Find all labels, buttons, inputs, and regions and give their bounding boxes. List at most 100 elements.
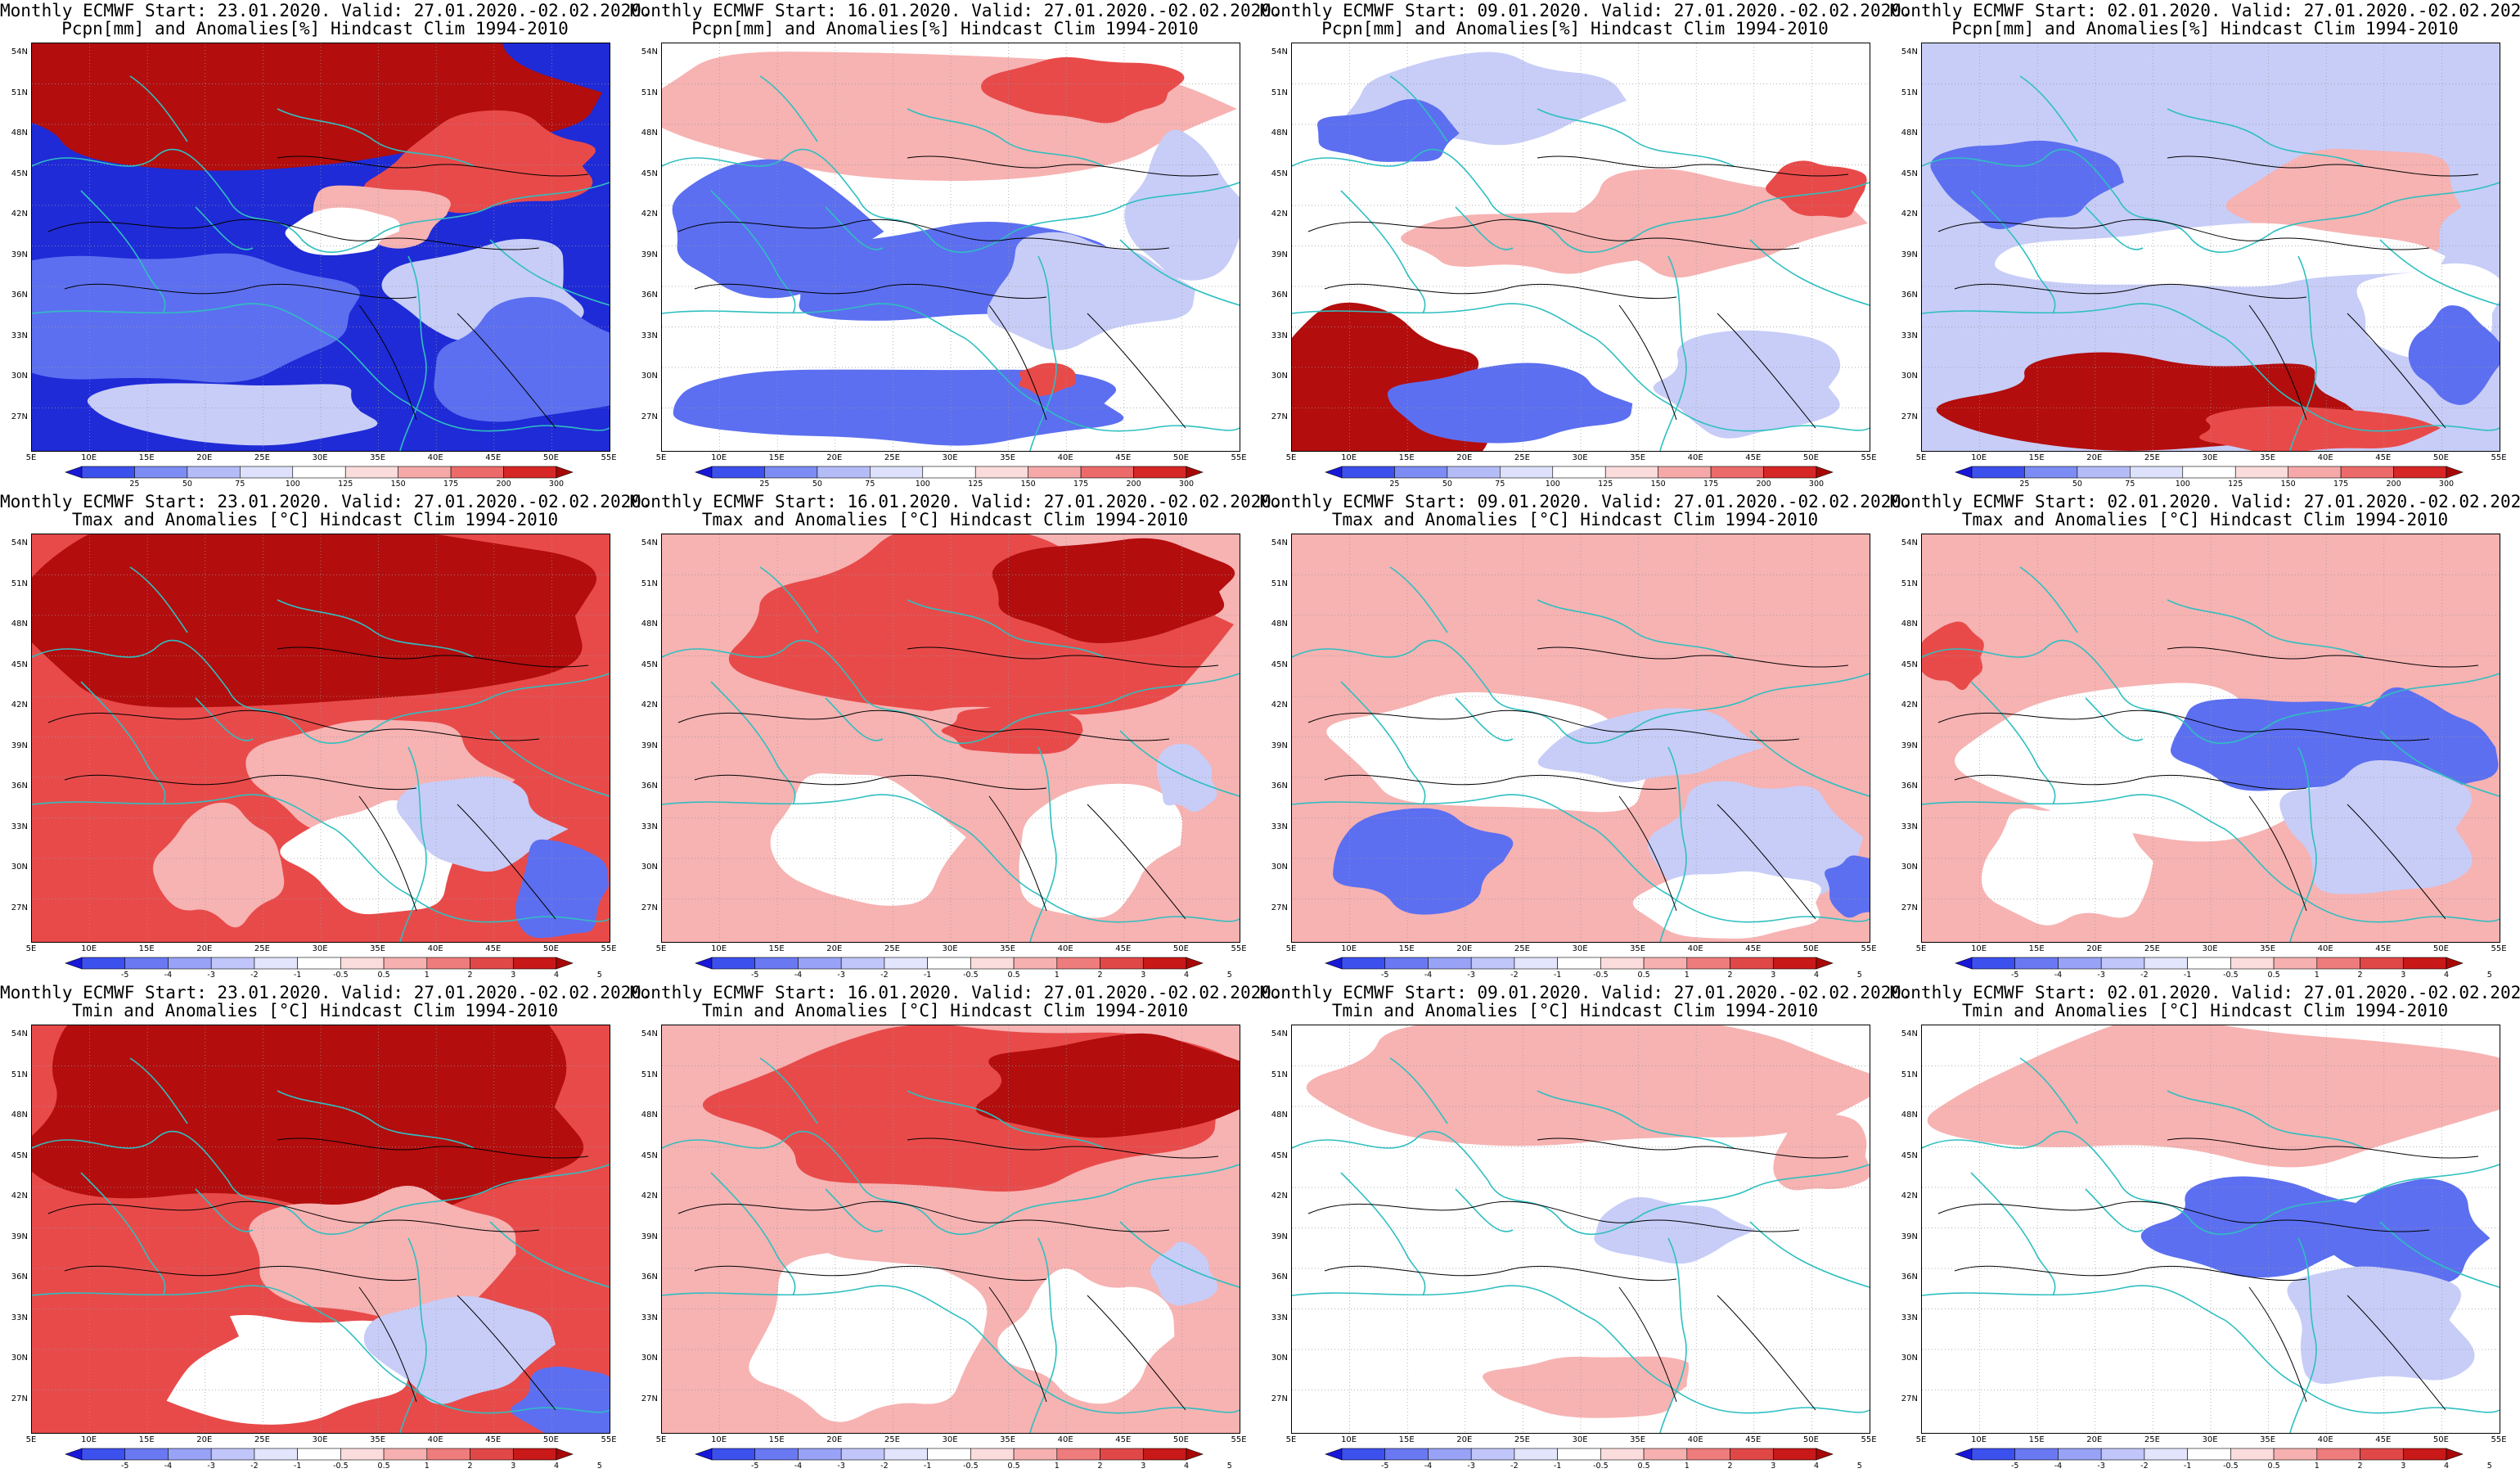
longitude-label: 50E — [1802, 453, 1819, 462]
contour-line — [1537, 646, 1849, 668]
latitude-label: 30N — [641, 1354, 658, 1363]
anomaly-area — [1326, 691, 1661, 813]
colorbar-swatch — [340, 1448, 385, 1461]
colorbar-swatch — [210, 957, 255, 970]
colorbar-swatch — [1325, 957, 1343, 970]
colorbar-swatch — [1028, 466, 1082, 479]
panel-header-title: Monthly ECMWF Start: 23.01.2020. Valid: … — [0, 1, 652, 20]
forecast-map — [1291, 1025, 1870, 1434]
coastline — [710, 190, 796, 314]
latitude-label: 30N — [11, 1354, 28, 1363]
forecast-map — [661, 534, 1240, 943]
coastline — [1970, 190, 2056, 314]
contour-line — [677, 1200, 1170, 1232]
colorbar-swatch — [1186, 957, 1204, 970]
colorbar-label: 3 — [511, 1462, 516, 1471]
colorbar-label: -1 — [293, 971, 302, 980]
latitude-label: 54N — [641, 538, 658, 547]
latitude-label: 51N — [1271, 88, 1288, 97]
colorbar-swatch — [974, 466, 1028, 479]
longitude-label: 45E — [485, 453, 502, 462]
latitude-label: 36N — [11, 1273, 28, 1282]
colorbar-label: 75 — [2125, 480, 2135, 489]
anomaly-area — [975, 1033, 1240, 1138]
variable-title: Tmax and Anomalies [°C] Hindcast Clim 19… — [71, 510, 559, 529]
latitude-label: 27N — [11, 412, 28, 421]
latitude-label: 39N — [1271, 1232, 1288, 1241]
colorbar-swatch — [556, 957, 574, 970]
panel-precip-02jan: Monthly ECMWF Start: 02.01.2020. Valid: … — [1890, 0, 2520, 491]
coastline — [32, 794, 610, 923]
variable-title: Tmin and Anomalies [°C] Hindcast Clim 19… — [1961, 1001, 2449, 1020]
colorbar-swatch — [1428, 957, 1472, 970]
contour-line — [1324, 283, 1677, 300]
coastline — [662, 148, 1240, 253]
colorbar-swatch — [65, 1448, 83, 1461]
latitude-label: 51N — [11, 1070, 28, 1079]
colorbar-label: -4 — [2054, 971, 2063, 980]
longitude-label: 15E — [138, 1435, 155, 1444]
colorbar-swatch — [2100, 1448, 2145, 1461]
colorbar-label: -2 — [1510, 971, 1519, 980]
latitude-label: 36N — [11, 782, 28, 791]
colorbar-label: -2 — [880, 1462, 889, 1471]
colorbar-swatch — [503, 466, 557, 479]
forecast-map — [661, 1025, 1240, 1434]
latitude-label: 33N — [1901, 822, 1918, 831]
coastline — [1659, 746, 1687, 942]
colorbar-label: 1 — [1054, 971, 1060, 980]
colorbar-label: -1 — [2183, 1462, 2192, 1471]
colorbar-swatch — [383, 1448, 428, 1461]
colorbar-swatch — [187, 466, 241, 479]
colorbar-swatch — [470, 957, 514, 970]
longitude-label: 30E — [1572, 453, 1588, 462]
anomaly-area — [770, 773, 966, 906]
longitude-label: 55E — [1861, 453, 1877, 462]
anomaly-area — [396, 776, 569, 872]
contour-line — [1618, 304, 1677, 421]
latitude-label: 42N — [1271, 1191, 1288, 1200]
latitude-label: 33N — [641, 822, 658, 831]
colorbar-swatch — [65, 466, 83, 479]
latitude-label: 54N — [1901, 538, 1918, 547]
contour-line — [457, 804, 556, 920]
coastline — [1029, 255, 1057, 451]
latitude-label: 51N — [641, 1070, 658, 1079]
coastline — [1119, 730, 1240, 797]
latitude-label: 54N — [11, 47, 28, 56]
panel-header-title: Monthly ECMWF Start: 09.01.2020. Valid: … — [1260, 983, 1912, 1002]
coastline — [1292, 303, 1870, 432]
contour-line — [1087, 313, 1186, 429]
latitude-label: 36N — [1271, 1273, 1288, 1282]
coastline — [1455, 697, 1514, 741]
longitude-label: 50E — [1172, 1435, 1189, 1444]
longitude-label: 10E — [1971, 1435, 1987, 1444]
latitude-label: 45N — [1901, 169, 1918, 178]
coastline — [1749, 239, 1870, 306]
coastline — [32, 303, 610, 432]
coastline — [662, 303, 1240, 432]
colorbar-label: -3 — [1467, 1462, 1475, 1471]
colorbar-label: 50 — [182, 480, 192, 489]
panel-tmin-09jan: Monthly ECMWF Start: 09.01.2020. Valid: … — [1260, 982, 1912, 1473]
colorbar-swatch — [1686, 957, 1730, 970]
coastline — [759, 566, 818, 633]
coastline — [1922, 794, 2500, 923]
longitude-label: 45E — [1115, 944, 1132, 953]
colorbar-label: 0.5 — [1007, 971, 1020, 980]
colorbar-swatch — [297, 957, 341, 970]
longitude-label: 20E — [2086, 944, 2103, 953]
colorbar-label: 0.5 — [2267, 971, 2280, 980]
panel-header-title: Monthly ECMWF Start: 23.01.2020. Valid: … — [0, 492, 652, 511]
contour-line — [47, 709, 540, 741]
contour-line — [988, 304, 1047, 421]
colorbar-swatch — [512, 957, 557, 970]
colorbar-swatch — [383, 957, 428, 970]
latitude-label: 36N — [641, 291, 658, 300]
anomaly-area — [1401, 212, 1664, 274]
latitude-label: 36N — [1271, 291, 1288, 300]
contour-line — [694, 774, 1047, 791]
colorbar-label: 3 — [1771, 1462, 1776, 1471]
forecast-map — [1291, 534, 1870, 943]
anomaly-area — [1306, 1025, 1870, 1146]
